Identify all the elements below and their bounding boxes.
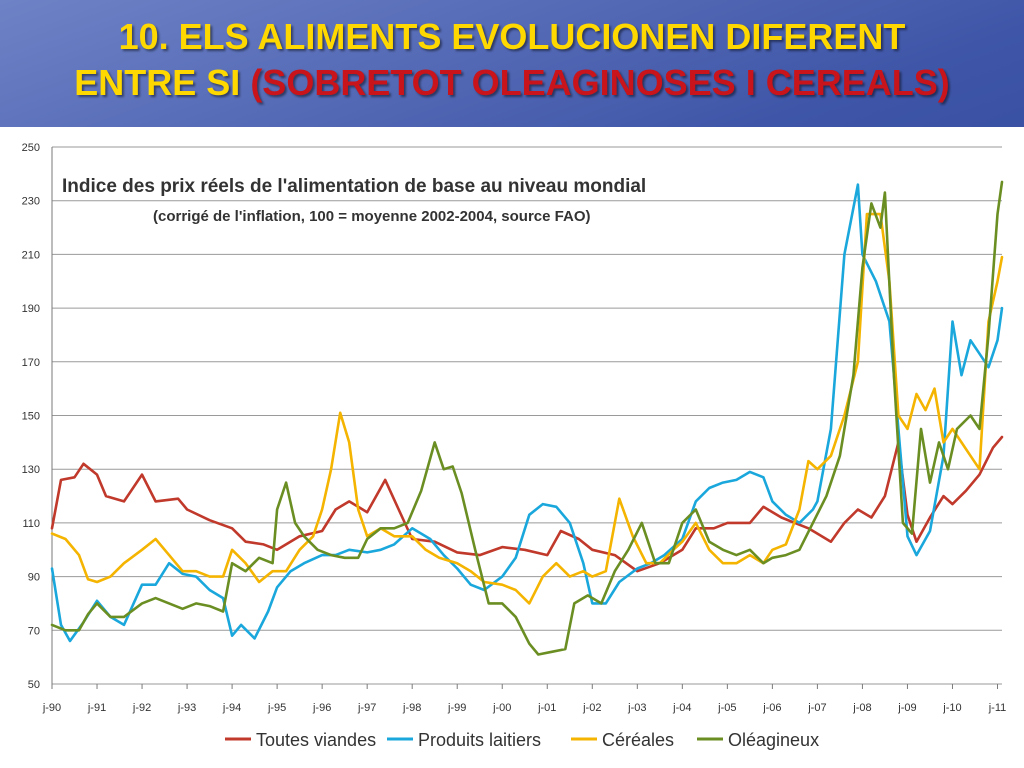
- x-tick-label: j-04: [672, 702, 691, 714]
- y-tick-label: 150: [22, 411, 40, 423]
- y-tick-label: 190: [22, 303, 40, 315]
- x-tick-label: j-94: [222, 702, 241, 714]
- legend-label: Produits laitiers: [418, 730, 541, 750]
- x-tick-label: j-97: [357, 702, 376, 714]
- y-tick-label: 110: [22, 518, 40, 530]
- y-tick-label: 250: [22, 142, 40, 154]
- series-line-1: [50, 183, 1004, 643]
- x-tick-label: j-11: [988, 702, 1007, 714]
- x-tick-label: j-01: [537, 702, 556, 714]
- series-line-2: [50, 212, 1004, 605]
- x-tick-label: j-08: [852, 702, 871, 714]
- legend-label: Toutes viandes: [256, 730, 376, 750]
- y-axis-ticks: 50 70 90 110 130 150 170 190 210 230 250: [22, 142, 40, 691]
- x-tick-label: j-03: [627, 702, 646, 714]
- series-line-3: [50, 180, 1004, 656]
- title-line-1: 10. ELS ALIMENTS EVOLUCIONEN DIFERENT: [118, 16, 906, 57]
- x-tick-label: j-05: [717, 702, 736, 714]
- chart-subtitle: (corrigé de l'inflation, 100 = moyenne 2…: [153, 208, 590, 225]
- y-tick-label: 90: [28, 572, 40, 584]
- y-tick-label: 170: [22, 357, 40, 369]
- x-tick-label: j-02: [582, 702, 601, 714]
- title-line-2-part-1: ENTRE SI: [74, 62, 251, 103]
- x-tick-label: j-10: [942, 702, 961, 714]
- chart-panel: 50 70 90 110 130 150 170 190 210 230 250 j-90 j-91 j…: [0, 127, 1024, 768]
- legend: Toutes viandes Produits laitiers Céréales O…: [225, 730, 819, 750]
- legend-label: Céréales: [602, 730, 674, 750]
- y-tick-label: 50: [28, 679, 40, 691]
- y-tick-label: 210: [22, 249, 40, 261]
- x-tick-label: j-98: [402, 702, 421, 714]
- slide-title: 10. ELS ALIMENTS EVOLUCIONEN DIFERENT EN…: [0, 14, 1024, 106]
- chart-title: Indice des prix réels de l'alimentation …: [62, 176, 646, 197]
- x-tick-label: j-07: [807, 702, 826, 714]
- x-tick-label: j-99: [447, 702, 466, 714]
- title-line-2-part-2: (SOBRETOT OLEAGINOSES I CEREALS): [250, 62, 950, 103]
- y-tick-label: 70: [28, 625, 40, 637]
- x-tick-label: j-92: [132, 702, 151, 714]
- y-tick-label: 230: [22, 196, 40, 208]
- x-tick-label: j-91: [87, 702, 106, 714]
- x-axis-ticks: j-90 j-91 j-92 j-93 j-94 j-95 j-96 j-97 j-98 j-99…: [42, 684, 1006, 714]
- legend-label: Oléagineux: [728, 730, 819, 750]
- x-tick-label: j-09: [897, 702, 916, 714]
- x-tick-label: j-95: [267, 702, 286, 714]
- x-tick-label: j-06: [762, 702, 781, 714]
- x-tick-label: j-93: [177, 702, 196, 714]
- series-line-0: [50, 435, 1004, 573]
- x-tick-label: j-96: [312, 702, 331, 714]
- y-tick-label: 130: [22, 464, 40, 476]
- series-lines: [50, 180, 1004, 656]
- x-tick-label: j-00: [492, 702, 511, 714]
- x-tick-label: j-90: [42, 702, 61, 714]
